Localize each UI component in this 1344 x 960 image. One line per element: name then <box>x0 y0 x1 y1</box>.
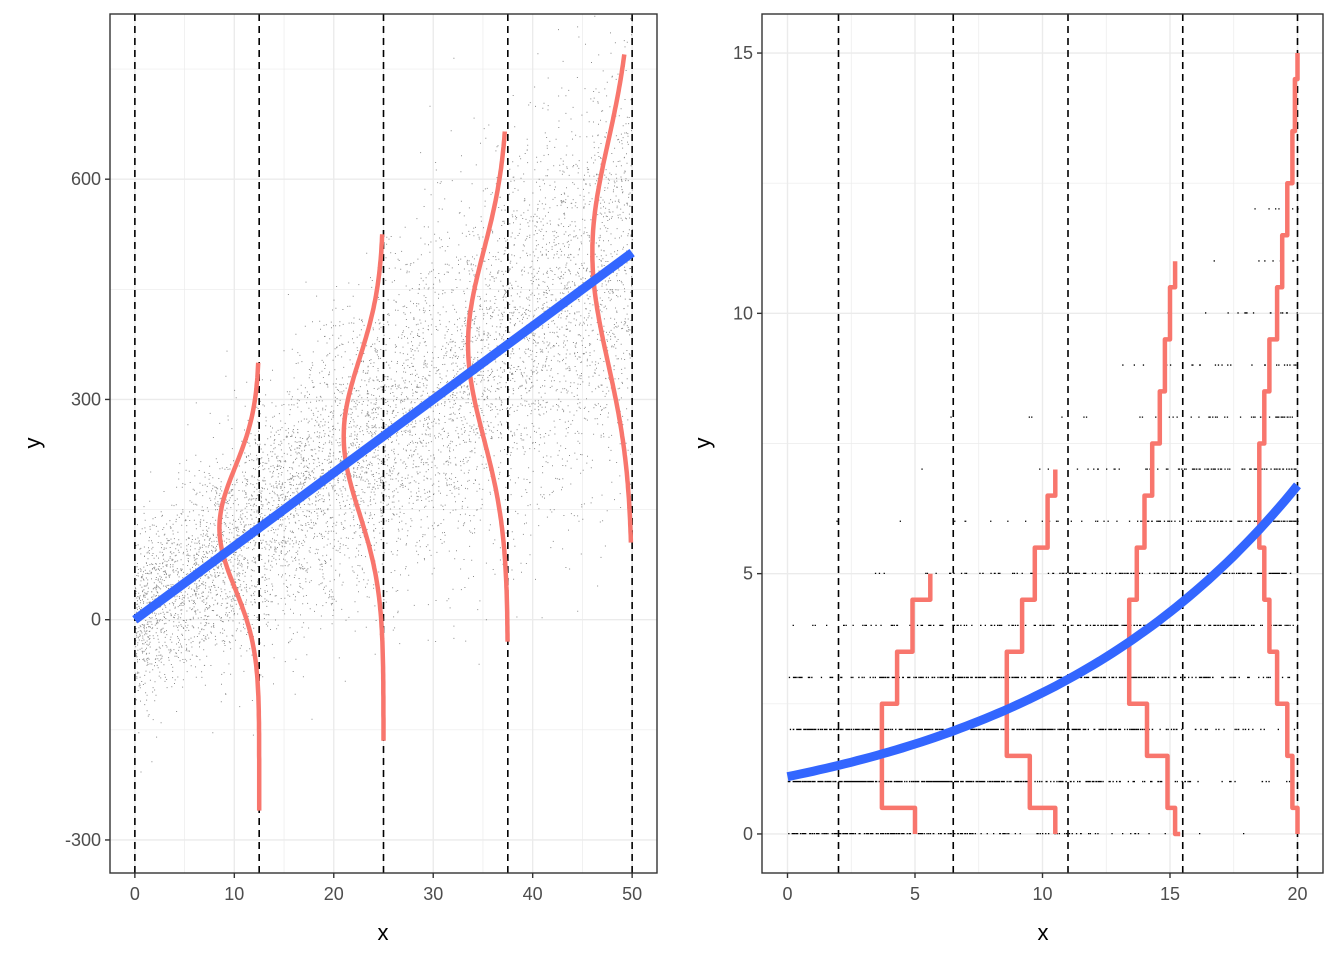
left-density-curves <box>217 54 634 811</box>
x-tick-label: 10 <box>1032 884 1052 904</box>
left-x-axis-title: x <box>378 920 389 945</box>
right-axes: 0 5 10 15 20 0 5 10 15 <box>733 43 1308 904</box>
x-tick-label: 20 <box>324 884 344 904</box>
left-y-axis-title: y <box>20 438 45 449</box>
right-fit-curve <box>786 482 1301 782</box>
y-tick-label: 0 <box>743 824 753 844</box>
y-tick-label: 15 <box>733 43 753 63</box>
x-tick-label: 0 <box>130 884 140 904</box>
y-tick-label: 5 <box>743 564 753 584</box>
y-tick-label: 0 <box>91 610 101 630</box>
left-panel: 0 10 20 30 40 50 -300 0 300 600 x y <box>20 13 658 945</box>
x-tick-label: 20 <box>1287 884 1307 904</box>
left-axes: 0 10 20 30 40 50 -300 0 300 600 <box>65 169 642 904</box>
x-tick-label: 15 <box>1160 884 1180 904</box>
right-panel: 0 5 10 15 20 0 5 10 15 x y <box>690 13 1324 945</box>
x-tick-label: 10 <box>224 884 244 904</box>
right-y-axis-title: y <box>690 438 715 449</box>
x-tick-label: 40 <box>523 884 543 904</box>
y-tick-label: 10 <box>733 303 753 323</box>
right-step-distributions <box>879 53 1300 837</box>
y-tick-label: 300 <box>71 389 101 409</box>
y-tick-label: -300 <box>65 830 101 850</box>
right-x-axis-title: x <box>1038 920 1049 945</box>
y-tick-label: 600 <box>71 169 101 189</box>
left-panel-border <box>109 13 658 874</box>
x-tick-label: 5 <box>910 884 920 904</box>
left-fit-line <box>132 248 635 624</box>
x-tick-label: 0 <box>782 884 792 904</box>
x-tick-label: 50 <box>622 884 642 904</box>
right-scatter-points <box>787 208 1299 835</box>
x-tick-label: 30 <box>423 884 443 904</box>
